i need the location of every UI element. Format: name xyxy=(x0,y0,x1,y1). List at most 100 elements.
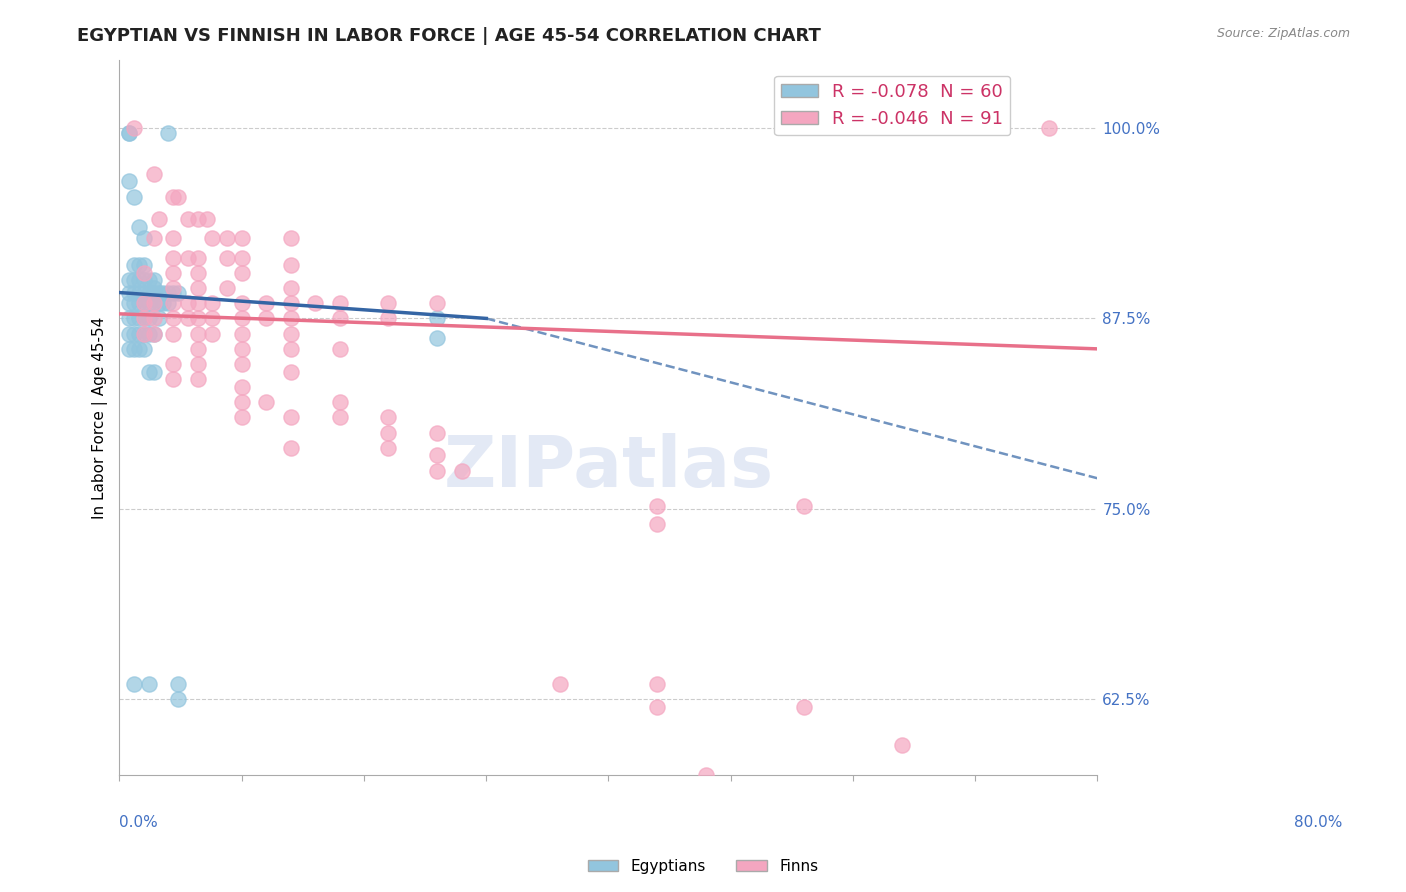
Point xyxy=(254,395,277,409)
Point xyxy=(118,126,141,140)
Point xyxy=(187,357,209,371)
Point xyxy=(162,372,184,386)
Point xyxy=(122,285,145,300)
Point xyxy=(231,357,253,371)
Point xyxy=(142,365,165,379)
Point xyxy=(187,281,209,295)
Point xyxy=(177,251,200,265)
Point xyxy=(138,326,160,341)
Point xyxy=(426,449,449,463)
Point xyxy=(138,285,160,300)
Point xyxy=(647,516,669,531)
Point xyxy=(157,296,180,310)
Point xyxy=(132,326,155,341)
Point xyxy=(328,410,350,425)
Point xyxy=(142,311,165,326)
Point xyxy=(167,285,190,300)
Point xyxy=(132,266,155,280)
Text: ZIPatlas: ZIPatlas xyxy=(443,433,773,502)
Point xyxy=(132,326,155,341)
Point xyxy=(118,326,141,341)
Point xyxy=(122,273,145,287)
Point xyxy=(132,273,155,287)
Point xyxy=(187,266,209,280)
Point xyxy=(128,258,150,272)
Point xyxy=(142,296,165,310)
Point xyxy=(304,296,326,310)
Point xyxy=(122,258,145,272)
Point xyxy=(377,311,399,326)
Point xyxy=(118,285,141,300)
Point xyxy=(167,692,190,706)
Point xyxy=(118,342,141,356)
Point xyxy=(231,296,253,310)
Point xyxy=(187,342,209,356)
Point xyxy=(128,326,150,341)
Point xyxy=(647,677,669,691)
Point xyxy=(426,464,449,478)
Point xyxy=(280,281,302,295)
Point xyxy=(142,231,165,245)
Point xyxy=(280,342,302,356)
Point xyxy=(426,296,449,310)
Point xyxy=(122,677,145,691)
Point xyxy=(215,231,238,245)
Point xyxy=(254,296,277,310)
Point xyxy=(118,174,141,188)
Point xyxy=(138,296,160,310)
Point xyxy=(426,331,449,345)
Point xyxy=(162,231,184,245)
Point xyxy=(132,342,155,356)
Point xyxy=(152,296,174,310)
Point xyxy=(162,311,184,326)
Point xyxy=(157,126,180,140)
Point xyxy=(201,231,224,245)
Point xyxy=(231,342,253,356)
Point xyxy=(793,499,815,513)
Point xyxy=(148,296,170,310)
Point xyxy=(122,296,145,310)
Point xyxy=(328,311,350,326)
Text: 0.0%: 0.0% xyxy=(120,814,159,830)
Point xyxy=(132,231,155,245)
Text: 80.0%: 80.0% xyxy=(1294,814,1341,830)
Point xyxy=(231,395,253,409)
Point xyxy=(231,326,253,341)
Point xyxy=(254,311,277,326)
Point xyxy=(377,410,399,425)
Point xyxy=(128,273,150,287)
Point xyxy=(548,677,571,691)
Point xyxy=(142,285,165,300)
Point xyxy=(450,464,472,478)
Point xyxy=(177,296,200,310)
Text: EGYPTIAN VS FINNISH IN LABOR FORCE | AGE 45-54 CORRELATION CHART: EGYPTIAN VS FINNISH IN LABOR FORCE | AGE… xyxy=(77,27,821,45)
Point xyxy=(148,285,170,300)
Point xyxy=(162,281,184,295)
Point xyxy=(201,311,224,326)
Point xyxy=(231,231,253,245)
Point xyxy=(197,212,219,227)
Point xyxy=(231,410,253,425)
Point xyxy=(118,126,141,140)
Point xyxy=(122,342,145,356)
Point xyxy=(377,425,399,440)
Point xyxy=(122,189,145,203)
Point xyxy=(122,326,145,341)
Point xyxy=(162,251,184,265)
Point xyxy=(132,311,155,326)
Point xyxy=(132,296,155,310)
Point xyxy=(128,342,150,356)
Point xyxy=(142,273,165,287)
Point xyxy=(138,311,160,326)
Point xyxy=(280,311,302,326)
Text: Source: ZipAtlas.com: Source: ZipAtlas.com xyxy=(1216,27,1350,40)
Point xyxy=(1038,121,1060,136)
Point xyxy=(187,212,209,227)
Point xyxy=(138,273,160,287)
Point xyxy=(152,285,174,300)
Point xyxy=(231,380,253,394)
Point xyxy=(132,311,155,326)
Point xyxy=(128,296,150,310)
Point xyxy=(118,296,141,310)
Point xyxy=(132,296,155,310)
